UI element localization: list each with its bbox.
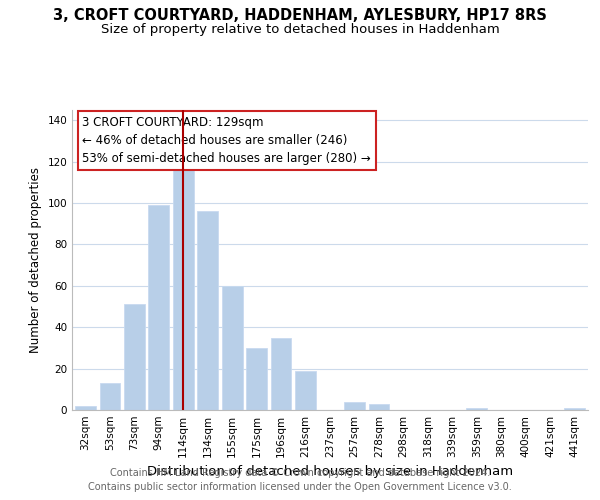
Bar (344, 402, 365, 410)
Bar (295, 370, 316, 410)
Text: 3, CROFT COURTYARD, HADDENHAM, AYLESBURY, HP17 8RS: 3, CROFT COURTYARD, HADDENHAM, AYLESBURY… (53, 8, 547, 22)
Bar (75, 406, 96, 410)
Text: Contains HM Land Registry data © Crown copyright and database right 2024.: Contains HM Land Registry data © Crown c… (110, 468, 490, 477)
X-axis label: Distribution of detached houses by size in Haddenham: Distribution of detached houses by size … (147, 466, 513, 478)
Text: Contains public sector information licensed under the Open Government Licence v3: Contains public sector information licen… (88, 482, 512, 492)
Y-axis label: Number of detached properties: Number of detached properties (29, 167, 42, 353)
Text: 3 CROFT COURTYARD: 129sqm
← 46% of detached houses are smaller (246)
53% of semi: 3 CROFT COURTYARD: 129sqm ← 46% of detac… (82, 116, 371, 165)
Bar (222, 286, 242, 410)
Bar (246, 348, 267, 410)
Bar (564, 408, 585, 410)
Bar (368, 404, 389, 410)
Bar (197, 212, 218, 410)
Bar (466, 408, 487, 410)
Bar (173, 170, 194, 410)
Bar (271, 338, 292, 410)
Bar (124, 304, 145, 410)
Bar (100, 383, 120, 410)
Bar (148, 205, 169, 410)
Text: Size of property relative to detached houses in Haddenham: Size of property relative to detached ho… (101, 22, 499, 36)
